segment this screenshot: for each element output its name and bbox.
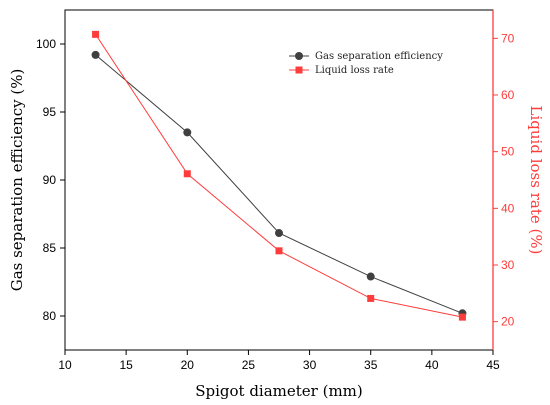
- y-left-tick-label: 85: [43, 241, 57, 255]
- y-right-tick-label: 70: [501, 31, 515, 45]
- legend-marker-gas: [295, 52, 303, 60]
- point-liquid-loss: [275, 247, 283, 255]
- y-right-axis-title: Liquid loss rate (%): [527, 106, 545, 255]
- x-tick-label: 30: [303, 358, 317, 372]
- series-line-liquid-loss: [95, 34, 463, 318]
- point-liquid-loss: [92, 30, 100, 38]
- y-left-tick-label: 80: [43, 309, 57, 323]
- point-gas-separation: [275, 229, 283, 238]
- y-left-tick-label: 95: [43, 105, 57, 119]
- x-tick-label: 25: [242, 358, 256, 372]
- y-right-ticks: 20 30 40 50 60 70: [493, 31, 515, 329]
- x-tick-label: 10: [58, 358, 72, 372]
- point-gas-separation: [91, 50, 100, 59]
- x-tick-label: 15: [119, 358, 133, 372]
- point-liquid-loss: [367, 294, 375, 302]
- x-tick-label: 40: [425, 358, 439, 372]
- y-right-tick-label: 20: [501, 315, 515, 329]
- legend-marker-liquid: [295, 66, 303, 74]
- legend-label-gas: Gas separation efficiency: [315, 51, 443, 62]
- y-left-ticks: 80 85 90 95 100: [36, 37, 65, 323]
- point-gas-separation: [183, 128, 192, 137]
- x-ticks: 10 15 20 25 30 35 40 45: [58, 350, 500, 372]
- x-tick-label: 20: [181, 358, 195, 372]
- series-layer: [91, 30, 467, 321]
- y-left-tick-label: 90: [43, 173, 57, 187]
- y-right-tick-label: 50: [501, 145, 515, 159]
- legend-item-gas: Gas separation efficiency: [289, 51, 443, 62]
- series-line-gas-separation: [95, 54, 463, 314]
- y-right-tick-label: 60: [501, 88, 515, 102]
- legend-item-liquid: Liquid loss rate: [289, 65, 394, 76]
- y-right-tick-label: 30: [501, 258, 515, 272]
- legend: Gas separation efficiency Liquid loss ra…: [289, 51, 443, 76]
- y-right-tick-label: 40: [501, 201, 515, 215]
- x-tick-label: 35: [364, 358, 378, 372]
- y-left-tick-label: 100: [36, 37, 56, 51]
- y-left-axis-title: Gas separation efficiency (%): [8, 69, 26, 292]
- point-liquid-loss: [458, 313, 466, 321]
- point-gas-separation: [366, 272, 375, 281]
- legend-label-liquid: Liquid loss rate: [315, 65, 394, 76]
- point-liquid-loss: [183, 170, 191, 178]
- x-tick-label: 45: [486, 358, 500, 372]
- x-axis-title: Spigot diameter (mm): [195, 382, 363, 400]
